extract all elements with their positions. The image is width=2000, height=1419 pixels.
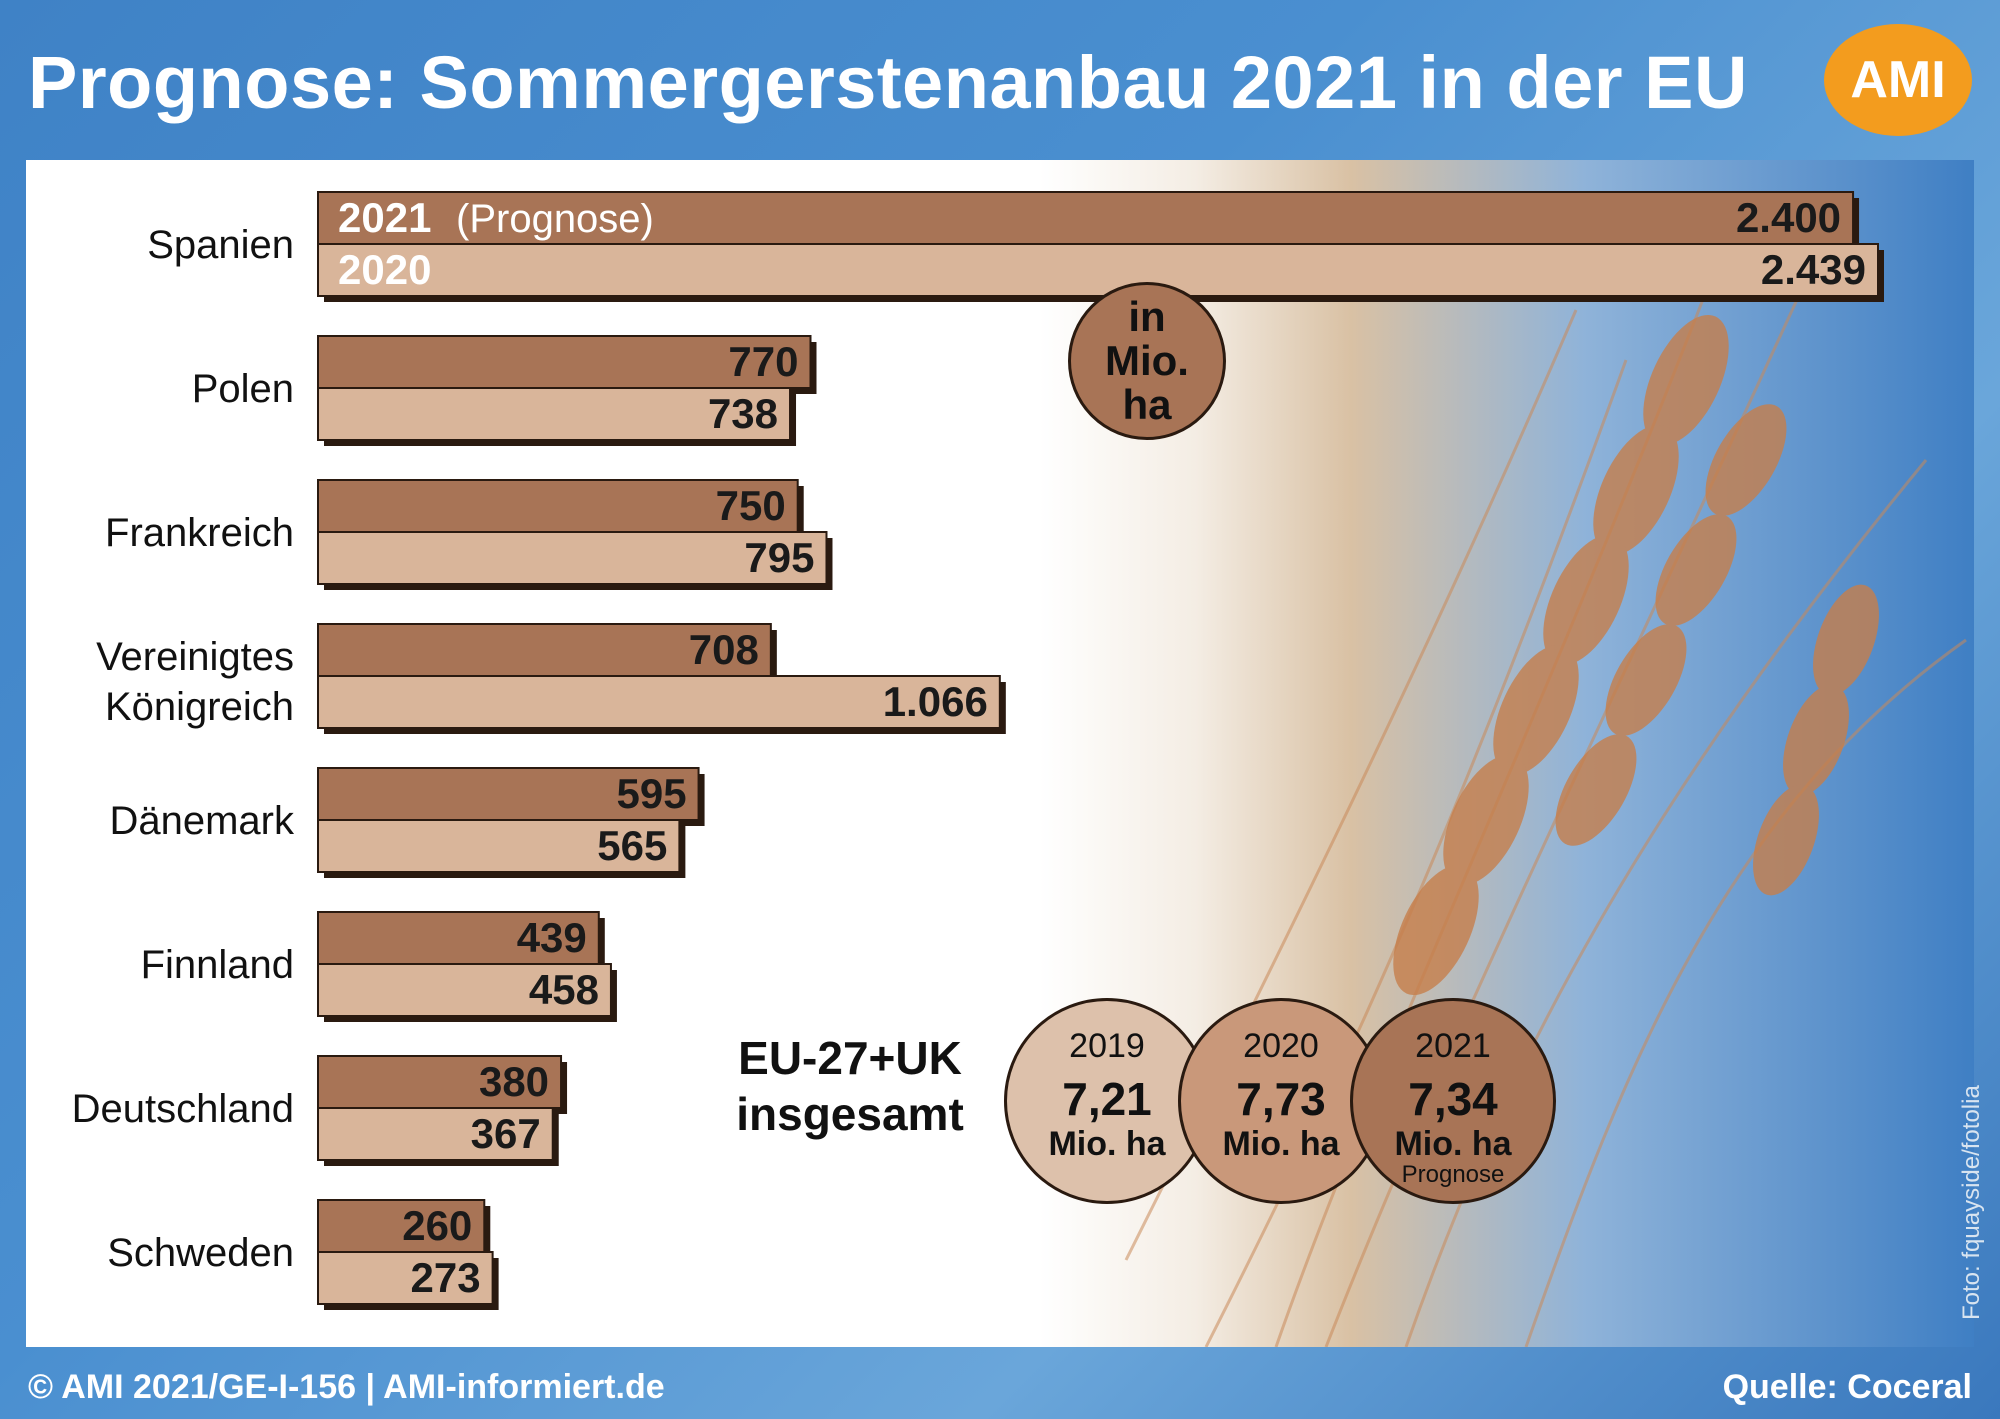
bar-2021 [317,1199,486,1253]
bar-value-label: 439 [517,914,587,961]
bar-2020 [317,1107,554,1161]
category-label: Schweden [107,1231,294,1275]
category-label: Polen [192,367,294,411]
bar-value-label: 795 [744,534,814,581]
bar-2021 [317,335,812,389]
bar-2020 [317,387,792,441]
totals-label: EU-27+UK insgesamt [700,1030,1000,1142]
footer-source: Quelle: Coceral [1722,1368,1972,1406]
photo-credit: Foto: fquayside/fotolia [1958,1085,1985,1320]
totals-label-line1: EU-27+UK [738,1032,962,1084]
bar-value-label: 770 [728,338,798,385]
bar-value-label: 708 [689,626,759,673]
bar-2020 [317,819,681,873]
category-label: Spanien [147,223,294,267]
bar-value-label: 750 [716,482,786,529]
total-circle-2019: 2019 7,21 Mio. ha [1004,998,1210,1204]
bar-value-label: 273 [411,1254,481,1301]
unit-badge-line1: in [1128,293,1166,340]
chart-panel: Spanien 2.400 2.439 Polen 770 738 Frankreich 75… [26,160,1974,1347]
bar-value-label: 595 [616,770,686,817]
bar-2021 [317,623,772,677]
bar-value-label: 2.400 [1736,194,1841,241]
bar-value-label: 738 [708,390,778,437]
total-circle-2020: 2020 7,73 Mio. ha [1178,998,1384,1204]
bar-value-label: 458 [529,966,599,1013]
unit-badge-line2: Mio. [1105,337,1189,384]
grain-photo-background [1124,239,1967,1347]
page-title: Prognose: Sommergerstenanbau 2021 in der… [28,41,1748,124]
bar-2021 [317,191,1855,245]
total-circle-2021: 2021 7,34 Mio. ha Prognose [1350,998,1556,1204]
category-label: Finnland [141,943,294,987]
category-label: Dänemark [109,799,295,843]
bar-2020 [317,963,612,1017]
bar-2020 [317,243,1879,297]
category-label: Vereinigtes Königreich [96,635,294,729]
bar-2021 [317,479,799,533]
bar-2020 [317,675,1001,729]
unit-badge: in Mio. ha [1068,282,1226,440]
bar-value-label: 565 [597,822,667,869]
unit-badge-line3: ha [1122,381,1172,428]
bar-value-label: 367 [471,1110,541,1157]
bar-2021 [317,911,600,965]
category-label: Frankreich [105,511,294,555]
bar-2020 [317,531,828,585]
totals-label-line2: insgesamt [736,1088,964,1140]
total-unit: Mio. ha [1394,1125,1512,1163]
total-year: 2019 [1069,1027,1145,1065]
total-value: 7,21 [1062,1073,1152,1125]
legend-label: 2021 [338,194,431,241]
total-unit: Mio. ha [1222,1125,1340,1163]
bar-value-label: 2.439 [1761,246,1866,293]
category-label: Deutschland [72,1087,294,1131]
legend-note: (Prognose) [456,197,654,241]
bar-value-label: 380 [479,1058,549,1105]
total-value: 7,34 [1408,1073,1498,1125]
total-year: 2021 [1415,1027,1491,1065]
total-note: Prognose [1401,1161,1505,1188]
bar-chart: Spanien 2.400 2.439 Polen 770 738 Frankreich 75… [72,191,1884,1310]
bar-2021 [317,767,700,821]
legend-label: 2020 [338,246,431,293]
bar-2020 [317,1251,494,1305]
bar-value-label: 260 [402,1202,472,1249]
total-unit: Mio. ha [1048,1125,1166,1163]
ami-logo: AMI [1824,24,1972,136]
total-year: 2020 [1243,1027,1319,1065]
bar-value-label: 1.066 [883,678,988,725]
footer-copyright: © AMI 2021/GE-I-156 | AMI-informiert.de [28,1368,665,1406]
total-value: 7,73 [1236,1073,1326,1125]
